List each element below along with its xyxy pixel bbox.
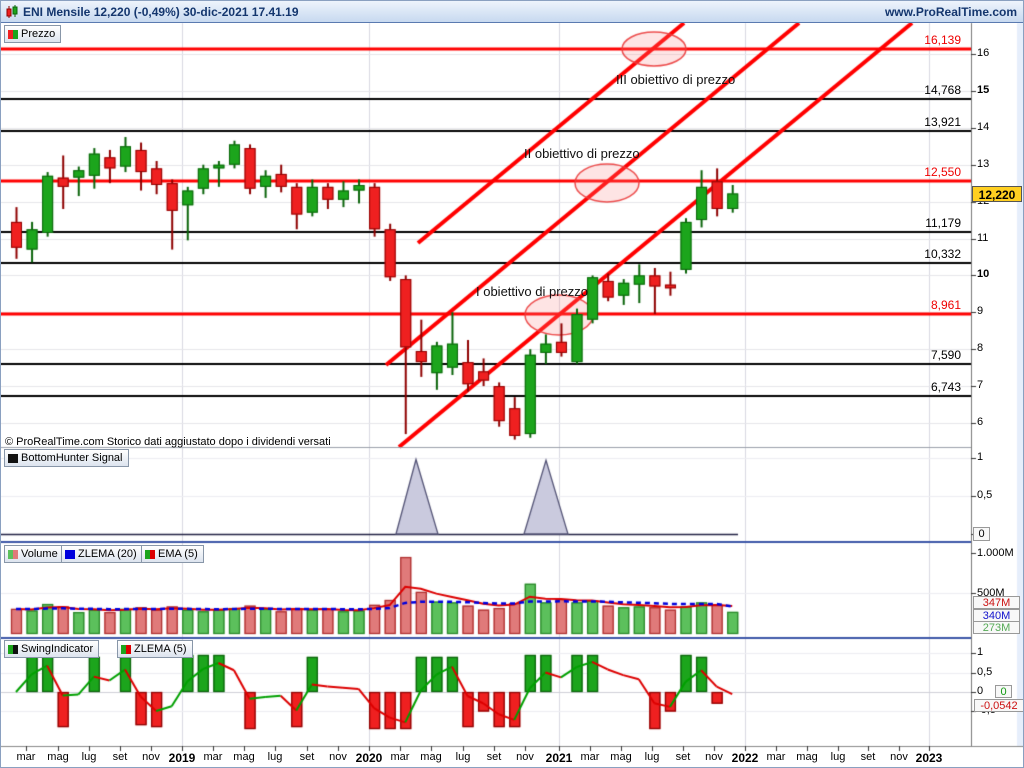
volume-value-box: 347M: [973, 596, 1020, 609]
xaxis-month-label: lug: [267, 751, 283, 763]
copyright-note: © ProRealTime.com Storico dati aggiustat…: [5, 436, 331, 448]
price-target-label: I obiettivo di prezzo: [476, 284, 589, 299]
price-axis-tick: 10: [977, 268, 990, 281]
xaxis-month-label: 2022: [731, 751, 759, 765]
xaxis-month-label: lug: [644, 751, 660, 763]
xaxis-month-label: set: [860, 751, 876, 763]
swing-axis-tick: 1: [977, 646, 984, 658]
xaxis-month-label: mar: [203, 751, 223, 763]
price-axis-tick: 11: [977, 231, 989, 244]
tab-zlema20[interactable]: ZLEMA (20): [61, 545, 143, 563]
tab-prezzo[interactable]: Prezzo: [4, 25, 62, 43]
xaxis-month-label: mag: [796, 751, 818, 763]
xaxis-month-label: set: [112, 751, 128, 763]
xaxis-month-label: 2021: [545, 751, 573, 765]
tab-bottomhunter-label: BottomHunter Signal: [21, 452, 123, 464]
volume-value-box: 273M: [973, 621, 1020, 634]
tab-bottomhunter[interactable]: BottomHunter Signal: [4, 449, 129, 467]
bottomhunter-axis-tick: 0,5: [977, 489, 993, 501]
xaxis-month-label: mar: [16, 751, 36, 763]
xaxis-month-label: set: [486, 751, 502, 763]
swing-axis-tick: 0: [977, 685, 984, 697]
tab-volume[interactable]: Volume: [4, 545, 64, 563]
tab-zlema5[interactable]: ZLEMA (5): [117, 640, 193, 658]
current-price-badge: 12,220: [972, 186, 1022, 202]
tab-volume-label: Volume: [21, 548, 58, 560]
price-target-label: III obiettivo di prezzo: [616, 72, 736, 87]
swingindicator-icon: [8, 644, 18, 654]
xaxis-month-label: mag: [420, 751, 442, 763]
tab-prezzo-label: Prezzo: [21, 28, 56, 40]
xaxis-month-label: mar: [390, 751, 410, 763]
price-axis-tick: 7: [977, 379, 984, 392]
price-level-label: 14,768: [924, 83, 961, 98]
price-level-label: 16,139: [924, 32, 961, 47]
ema5-icon: [145, 549, 155, 559]
zlema5-icon: [121, 644, 131, 654]
xaxis-month-label: nov: [890, 751, 908, 763]
instrument-title: ENI Mensile 12,220 (-0,49%) 30-dic-2021 …: [23, 4, 299, 19]
xaxis-month-label: mag: [47, 751, 69, 763]
candlestick-app-icon: [6, 4, 18, 18]
xaxis-month-label: set: [299, 751, 315, 763]
xaxis-month-label: lug: [455, 751, 471, 763]
xaxis-month-label: nov: [142, 751, 160, 763]
xaxis-month-label: lug: [830, 751, 846, 763]
zlema20-icon: [65, 549, 75, 559]
price-level-label: 13,921: [924, 114, 961, 129]
xaxis-month-label: 2020: [355, 751, 383, 765]
xaxis-month-label: mag: [233, 751, 255, 763]
price-level-label: 10,332: [924, 247, 961, 262]
bottomhunter-value-box: 0: [973, 527, 990, 541]
prorealtime-link[interactable]: www.ProRealTime.com: [884, 4, 1017, 19]
xaxis-month-label: nov: [705, 751, 723, 763]
swing-axis-tick: 0,5: [977, 666, 993, 678]
swing-value-box: -0,0542: [974, 699, 1023, 712]
price-axis-tick: 13: [977, 157, 990, 170]
price-axis-tick: 8: [977, 342, 984, 355]
volume-icon: [8, 549, 18, 559]
price-axis-tick: 15: [977, 83, 990, 96]
tab-ema5[interactable]: EMA (5): [141, 545, 204, 563]
xaxis-month-label: 2019: [168, 751, 196, 765]
price-axis-tick: 6: [977, 416, 984, 428]
xaxis-month-label: mag: [610, 751, 632, 763]
xaxis-month-label: lug: [81, 751, 97, 763]
xaxis-month-label: mar: [766, 751, 786, 763]
xaxis-month-label: nov: [516, 751, 534, 763]
tab-swingindicator[interactable]: SwingIndicator: [4, 640, 100, 658]
price-level-label: 11,179: [925, 215, 961, 230]
bottomhunter-axis-tick: 1: [977, 451, 984, 463]
price-icon: [8, 29, 18, 39]
bottomhunter-icon: [8, 453, 18, 463]
price-level-label: 12,550: [924, 165, 961, 180]
title-bar: ENI Mensile 12,220 (-0,49%) 30-dic-2021 …: [1, 1, 1023, 23]
price-axis-tick: 9: [977, 305, 984, 318]
tab-ema5-label: EMA (5): [158, 548, 198, 560]
tab-swingindicator-label: SwingIndicator: [21, 643, 94, 655]
volume-axis-top-label: 1.000M: [977, 547, 1014, 559]
swing-value-box: 0: [995, 685, 1012, 698]
price-level-label: 8,961: [930, 297, 961, 312]
price-target-label: II obiettivo di prezzo: [524, 146, 640, 161]
price-level-label: 7,590: [930, 348, 961, 363]
tab-zlema5-label: ZLEMA (5): [134, 643, 187, 655]
xaxis-month-label: nov: [329, 751, 347, 763]
xaxis-month-label: 2023: [915, 751, 943, 765]
price-axis-tick: 14: [977, 120, 990, 133]
xaxis-month-label: mar: [580, 751, 600, 763]
xaxis-month-label: set: [675, 751, 691, 763]
volume-value-box: 340M: [973, 608, 1020, 622]
price-level-label: 6,743: [930, 379, 961, 394]
tab-zlema20-label: ZLEMA (20): [78, 548, 137, 560]
price-axis-tick: 16: [977, 47, 990, 59]
